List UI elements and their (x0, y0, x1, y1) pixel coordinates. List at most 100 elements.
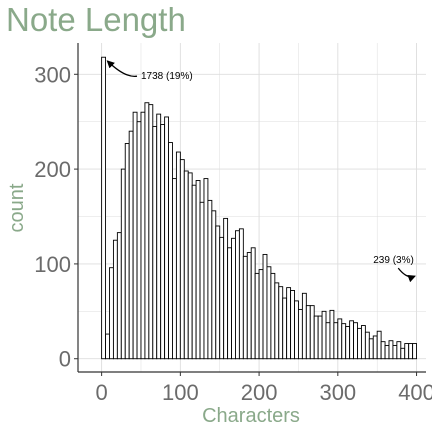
histogram-bar (116, 232, 122, 360)
histogram-bar (148, 104, 154, 360)
tick-labels: 0 100 200 300 400 0 100 200 300 (34, 62, 432, 405)
histogram-bar (321, 310, 327, 360)
histogram-bar (136, 121, 142, 360)
histogram-bar (345, 326, 351, 360)
histogram-bar (305, 305, 311, 360)
histogram-bar (235, 230, 240, 360)
histogram-bar (341, 323, 347, 360)
histogram-bar (120, 168, 126, 360)
histogram-bar (132, 111, 138, 360)
histogram-bar (179, 159, 185, 360)
histogram-bar (191, 184, 197, 360)
axes (74, 43, 426, 376)
x-tick-label: 100 (162, 380, 199, 405)
histogram-bar (175, 151, 181, 360)
histogram-bars (101, 56, 418, 360)
histogram-bar (317, 315, 323, 360)
annotation-arrow (397, 267, 416, 283)
annotation-arrow (106, 60, 138, 78)
histogram-bar (219, 236, 225, 360)
histogram-bar (301, 292, 307, 360)
histogram-bar (246, 252, 252, 360)
histogram-bar (266, 266, 272, 360)
histogram-bar (112, 239, 118, 360)
x-axis-title: Characters (202, 405, 300, 427)
histogram-bar (183, 170, 189, 360)
histogram-bar (242, 255, 248, 360)
histogram-bar (274, 282, 280, 360)
histogram-bar (396, 341, 402, 360)
histogram-bar (278, 286, 284, 360)
histogram-bar (152, 125, 158, 360)
histogram-bar (262, 253, 268, 360)
histogram-bar (124, 143, 130, 360)
histogram-bar (313, 315, 319, 360)
histogram-bar (412, 343, 418, 360)
histogram-bar (227, 247, 232, 360)
histogram-bar (101, 56, 107, 360)
histogram-bar (258, 269, 264, 360)
histogram-bar (372, 335, 378, 360)
histogram-bar (128, 130, 134, 360)
y-tick-label: 100 (34, 252, 71, 277)
histogram-bar (164, 116, 169, 360)
histogram-bar (325, 322, 331, 360)
histogram-bar (270, 272, 276, 360)
histogram-bar (388, 340, 394, 360)
histogram-bar (404, 343, 410, 360)
histogram-bar (172, 178, 177, 360)
histogram-bar (400, 347, 406, 360)
histogram-bar (364, 331, 370, 360)
histogram-bar (211, 210, 217, 360)
x-tick-label: 400 (398, 380, 432, 405)
histogram-bar (168, 142, 173, 360)
histogram-bar (349, 320, 355, 360)
annotation-label: 1738 (19%) (141, 71, 193, 82)
histogram-bar (282, 297, 288, 360)
histogram-bar (368, 338, 374, 360)
histogram-bar (333, 322, 339, 360)
histogram-bar (231, 237, 236, 360)
histogram-bar (380, 341, 386, 360)
histogram-bar (203, 178, 209, 360)
histogram-bar (250, 247, 256, 360)
histogram-bar (160, 124, 166, 360)
histogram-bar (140, 111, 146, 360)
histogram-bar (357, 327, 362, 360)
histogram-bar (105, 333, 110, 360)
histogram-bar (109, 267, 114, 360)
histogram-bar (309, 305, 315, 360)
y-tick-label: 200 (34, 157, 71, 182)
histogram-bar (238, 228, 244, 360)
histogram-bar (408, 343, 414, 360)
histogram-bar (337, 318, 343, 360)
histogram-bar (195, 180, 201, 360)
histogram-bar (376, 330, 382, 360)
histogram-bar (223, 217, 229, 360)
chart-title: Note Length (6, 1, 186, 38)
x-tick-label: 0 (95, 380, 107, 405)
histogram-bar (298, 308, 303, 360)
histogram-bar (156, 113, 162, 360)
histogram-bar (199, 201, 205, 360)
annotations: 1738 (19%) 239 (3%) (106, 60, 416, 283)
histogram-bar (290, 290, 295, 360)
y-axis-title: count (6, 183, 28, 232)
histogram-bar (353, 322, 358, 360)
x-tick-label: 300 (319, 380, 356, 405)
annotation-label: 239 (3%) (373, 255, 414, 266)
histogram-bar (294, 300, 299, 360)
histogram-bar (215, 225, 221, 360)
x-tick-label: 200 (241, 380, 278, 405)
histogram-bar (329, 309, 335, 360)
histogram-bar (360, 325, 366, 360)
histogram-bar (384, 345, 390, 360)
histogram-bar (187, 172, 193, 360)
y-tick-label: 0 (59, 347, 71, 372)
histogram-bar (392, 345, 398, 360)
histogram-bar (144, 102, 150, 360)
y-tick-label: 300 (34, 62, 71, 87)
histogram-bar (207, 199, 213, 360)
histogram-bar (254, 272, 260, 360)
